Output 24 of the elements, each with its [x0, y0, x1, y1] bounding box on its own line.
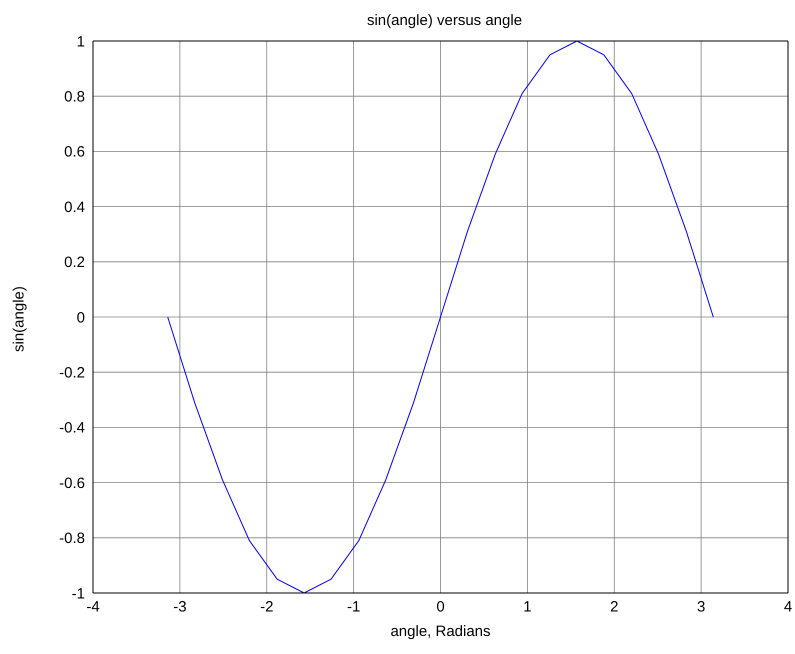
y-tick-label: 1: [76, 33, 85, 50]
y-axis-title: sin(angle): [10, 286, 28, 352]
x-tick-label: 1: [523, 598, 532, 616]
x-tick-label: 0: [436, 598, 445, 616]
y-tick-label: 0.2: [64, 254, 85, 272]
y-tick-label: 0.6: [64, 144, 85, 161]
y-tick-label: -0.4: [59, 420, 85, 437]
x-axis-title: angle, Radians: [390, 623, 491, 640]
y-tick-label: -0.6: [59, 474, 85, 492]
x-tick-label: 2: [610, 598, 618, 616]
x-tick-label: -2: [260, 598, 274, 616]
x-tick-label: -3: [173, 598, 187, 616]
x-tick-label: 4: [784, 598, 792, 616]
x-tick-label: -4: [86, 598, 100, 616]
x-tick-label: 3: [696, 598, 706, 616]
y-tick-label: -0.2: [59, 364, 85, 382]
chart-title: sin(angle) versus angle: [366, 12, 524, 29]
y-tick-label: 0.8: [64, 88, 85, 106]
y-tick-label: 0.4: [64, 198, 85, 216]
y-tick-label: 0: [76, 309, 85, 326]
line-series: [167, 41, 714, 593]
y-tick-label: -1: [72, 585, 85, 602]
x-tick-label: -1: [346, 598, 360, 616]
y-tick-label: -0.8: [59, 530, 85, 548]
